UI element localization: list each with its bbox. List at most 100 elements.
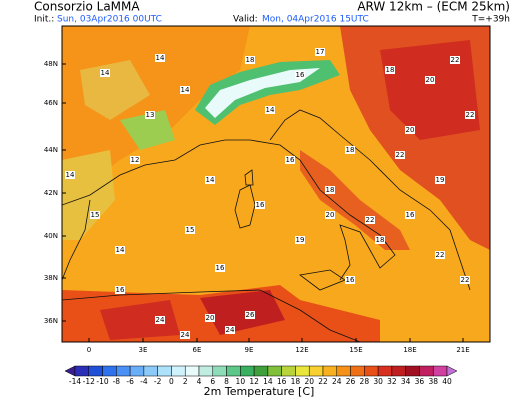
- land-hot: [380, 40, 480, 140]
- colorbar-tick-label: 6: [210, 377, 215, 386]
- station-box: [215, 264, 225, 272]
- colorbar-cell: [295, 365, 310, 377]
- init-time: Sun, 03Apr2016 00UTC: [57, 15, 162, 25]
- init-label: Init.:: [34, 15, 54, 25]
- station-value: 14: [101, 69, 110, 77]
- colorbar-cell: [184, 365, 200, 377]
- station-box: [405, 126, 415, 134]
- station-box: [435, 176, 445, 184]
- station-box: [460, 276, 470, 284]
- station-value: 14: [66, 171, 75, 179]
- lat-label: 36N: [44, 317, 58, 325]
- station-box: [325, 211, 335, 219]
- colorbar-tick-label: 0: [169, 377, 174, 386]
- station-value: 22: [366, 216, 375, 224]
- station-value: 22: [436, 251, 445, 259]
- colorbar-tick-label: -8: [113, 377, 121, 386]
- lon-label: 3E: [139, 346, 148, 354]
- station-value: 14: [206, 176, 215, 184]
- station-box: [255, 201, 265, 209]
- station-value: 22: [466, 111, 475, 119]
- colorbar-tick-label: -10: [96, 377, 108, 386]
- alps-snow: [205, 68, 320, 118]
- station-value: 16: [406, 211, 415, 219]
- station-value: 16: [346, 276, 355, 284]
- colorbar-cell: [308, 365, 324, 377]
- colorbar-cell: [143, 365, 158, 377]
- colorbar-tick-label: 38: [428, 377, 438, 386]
- colorbar-tick-label: -14: [69, 377, 81, 386]
- station-value: 14: [266, 106, 275, 114]
- station-value: 24: [181, 331, 190, 339]
- station-value: 13: [146, 111, 155, 119]
- station-box: [325, 186, 335, 194]
- lon-label: 0: [87, 346, 91, 354]
- station-box: [435, 251, 445, 259]
- station-value: 22: [461, 276, 470, 284]
- colorbar-tick-label: 22: [318, 377, 328, 386]
- station-box: [315, 48, 325, 56]
- model: ARW 12km – (ECM 25km): [357, 0, 510, 14]
- colorbar-cell: [198, 365, 214, 377]
- lat-label: 46N: [44, 99, 58, 107]
- colorbar-title: 2m Temperature [C]: [204, 385, 315, 398]
- station-box: [145, 111, 155, 119]
- colorbar-cell: [322, 365, 338, 377]
- colorbar-cell: [129, 365, 145, 377]
- station-box: [425, 76, 435, 84]
- station-value: 16: [286, 156, 295, 164]
- lon-label: 6E: [193, 346, 202, 354]
- station-value: 20: [326, 211, 335, 219]
- station-box: [295, 71, 305, 79]
- lon-label: 21E: [456, 346, 469, 354]
- valid-time: Mon, 04Apr2016 15UTC: [262, 15, 369, 25]
- land-hot: [100, 300, 180, 340]
- station-value: 22: [451, 56, 460, 64]
- land-italy: [300, 150, 410, 250]
- station-box: [395, 151, 405, 159]
- colorbar-cell: [74, 365, 90, 377]
- colorbar-tick-label: 14: [263, 377, 273, 386]
- station-value: 20: [426, 76, 435, 84]
- colorbar-tick-label: 12: [249, 377, 259, 386]
- colorbar-tick-label: -4: [140, 377, 148, 386]
- map: 14 14 13 12 14 15 14 18 17 16 18 16 16 19 20 22 22 18 14 20…: [61, 25, 491, 343]
- colorbar-tick-label: 32: [387, 377, 397, 386]
- station-value: 14: [116, 246, 125, 254]
- land-hot: [200, 290, 285, 335]
- colorbar-end: [446, 365, 458, 377]
- station-box: [100, 69, 110, 77]
- station-box: [385, 66, 395, 74]
- station-box: [225, 326, 235, 334]
- colorbar-cell: [336, 365, 351, 377]
- colorbar-tick-label: 40: [442, 377, 452, 386]
- lon-label: 12E: [295, 346, 308, 354]
- station-box: [205, 176, 215, 184]
- station-value: 18: [386, 66, 395, 74]
- station-value: 16: [116, 286, 125, 294]
- coastline: [269, 109, 471, 291]
- station-value: 24: [226, 326, 235, 334]
- station-box: [155, 54, 165, 62]
- station-box: [345, 146, 355, 154]
- colorbar-tick-label: 10: [236, 377, 246, 386]
- station-box: [205, 314, 215, 322]
- colorbar-cell: [88, 365, 103, 377]
- station-box: [365, 216, 375, 224]
- colorbar-tick-label: 2: [183, 377, 188, 386]
- colorbar-tick-label: 26: [346, 377, 356, 386]
- station-value: 22: [396, 151, 405, 159]
- colorbar-cell: [405, 365, 420, 377]
- colorbar-tick-label: 16: [277, 377, 287, 386]
- lat-label: 38N: [44, 274, 58, 282]
- coastline: [62, 139, 396, 281]
- valid-label: Valid:: [233, 15, 258, 25]
- colorbar-tick-label: -2: [154, 377, 162, 386]
- station-box: [285, 156, 295, 164]
- land-patch: [80, 60, 150, 120]
- colorbar-tick-label: 28: [360, 377, 370, 386]
- colorbar-cell: [419, 365, 434, 377]
- colorbar-tick-label: 34: [401, 377, 411, 386]
- station-box: [375, 236, 385, 244]
